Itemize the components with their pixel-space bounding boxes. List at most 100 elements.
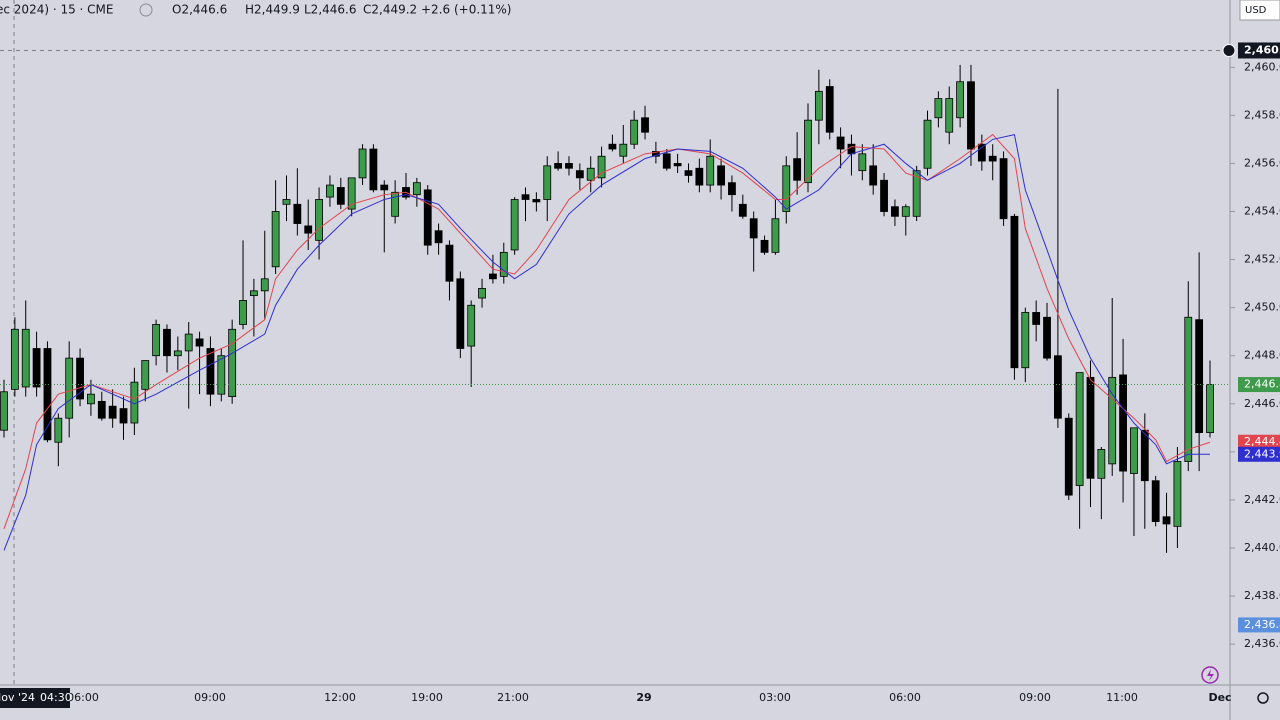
candle-body xyxy=(54,417,63,443)
candle-body xyxy=(847,143,856,155)
candle-body xyxy=(87,393,95,405)
candle-body xyxy=(717,165,725,186)
currency[interactable]: USD xyxy=(1245,5,1267,16)
crosshair-price-box xyxy=(1238,42,1280,59)
y-tick-label: 2,446.0 xyxy=(1244,397,1280,410)
candle-body xyxy=(1140,429,1149,482)
candle-body xyxy=(1064,417,1073,496)
ohlc-value: H2,449.9 xyxy=(245,3,300,17)
candle-body xyxy=(1053,355,1062,419)
candle-body xyxy=(934,98,943,119)
candle-body xyxy=(141,360,150,390)
y-tick-label: 2,454.0 xyxy=(1244,205,1280,218)
candle-body xyxy=(956,81,965,119)
candle-body xyxy=(1151,480,1160,522)
candle-body xyxy=(249,290,258,297)
candle-body xyxy=(869,165,878,186)
candle-body xyxy=(586,167,595,181)
candle-body xyxy=(293,203,302,224)
candle-body xyxy=(184,333,193,352)
candle-body xyxy=(814,90,823,121)
price-tag xyxy=(1238,446,1280,462)
x-tick-label: 21:00 xyxy=(497,691,529,704)
candle-body xyxy=(825,86,834,133)
candle-body xyxy=(1086,376,1095,479)
add-alert-icon[interactable] xyxy=(1222,43,1236,57)
candle-body xyxy=(891,206,899,217)
price-tag-label: 2,443.9 xyxy=(1244,447,1280,460)
eye-icon[interactable] xyxy=(139,3,153,17)
x-tick-label: 03:00 xyxy=(759,691,791,704)
y-tick-label: 2,438.0 xyxy=(1244,589,1280,602)
candle-body xyxy=(478,288,486,299)
candle-body xyxy=(369,148,378,191)
x-tick-label: 12:00 xyxy=(324,691,356,704)
lightning-glyph xyxy=(1207,669,1214,681)
candle-body xyxy=(499,251,508,277)
price-tag-label: 2,436.8 xyxy=(1244,618,1280,631)
candle-body xyxy=(0,391,8,431)
price-tag xyxy=(1238,617,1280,633)
price-tag xyxy=(1238,434,1280,450)
candle-body xyxy=(43,348,52,441)
candle-body xyxy=(152,324,161,357)
candle-body xyxy=(793,158,802,181)
candle-body xyxy=(988,155,997,162)
candle-body xyxy=(641,117,649,133)
price-tag-label: 2,446.8 xyxy=(1244,378,1280,391)
moving-average xyxy=(3,133,1211,529)
candle-body xyxy=(489,273,497,280)
candle-body xyxy=(434,230,443,244)
candle-body xyxy=(347,177,356,210)
candle-body xyxy=(1195,319,1204,434)
settings-icon[interactable] xyxy=(1257,692,1269,704)
candle-body xyxy=(456,278,465,349)
candle-body xyxy=(706,155,715,186)
candle-body xyxy=(228,328,237,397)
candle-body xyxy=(738,203,747,217)
candle-body xyxy=(380,184,389,191)
candle-body xyxy=(358,148,367,179)
candle-body xyxy=(880,179,888,212)
candle-body xyxy=(412,182,421,196)
crosshair-time: 04:30 xyxy=(40,691,72,704)
candle-body xyxy=(21,328,30,388)
x-tick-label: 11:00 xyxy=(1106,691,1138,704)
candle-body xyxy=(217,355,226,395)
x-tick-label: Dec xyxy=(1208,691,1231,704)
candle-body xyxy=(510,199,519,251)
candle-body xyxy=(271,211,280,268)
ohlc-value: +2.6 (+0.11%) xyxy=(421,3,512,17)
lightning-icon[interactable] xyxy=(1201,666,1219,684)
candle-body xyxy=(575,170,584,179)
candle-body xyxy=(1184,316,1193,462)
candle-body xyxy=(119,408,128,424)
candle-body xyxy=(565,163,573,169)
candle-body xyxy=(239,300,247,325)
candle-body xyxy=(543,165,552,200)
x-tick-label: 29 xyxy=(636,691,651,704)
ohlc-value: L2,446.6 xyxy=(304,3,357,17)
candle-body xyxy=(1162,516,1171,525)
y-tick-label: 2,436.0 xyxy=(1244,637,1280,650)
candle-body xyxy=(10,328,19,390)
currency-button[interactable] xyxy=(1239,0,1280,21)
candle-body xyxy=(804,119,812,184)
x-tick-label: 09:00 xyxy=(1019,691,1051,704)
candle-body xyxy=(923,119,932,169)
candle-body xyxy=(967,81,975,150)
candle-body xyxy=(771,218,780,253)
y-tick-label: 2,460.0 xyxy=(1244,60,1280,73)
y-tick-label: 2,450.0 xyxy=(1244,301,1280,314)
candle-body xyxy=(282,199,291,205)
crosshair-time-box xyxy=(0,688,70,708)
candle-body xyxy=(304,225,313,234)
candle-body xyxy=(195,338,204,347)
candle-body xyxy=(945,98,954,133)
candle-body xyxy=(532,199,541,203)
candle-body xyxy=(695,167,704,186)
price-tag xyxy=(1238,377,1280,393)
x-tick-label: 19:00 xyxy=(411,691,443,704)
candle-body xyxy=(901,206,910,217)
